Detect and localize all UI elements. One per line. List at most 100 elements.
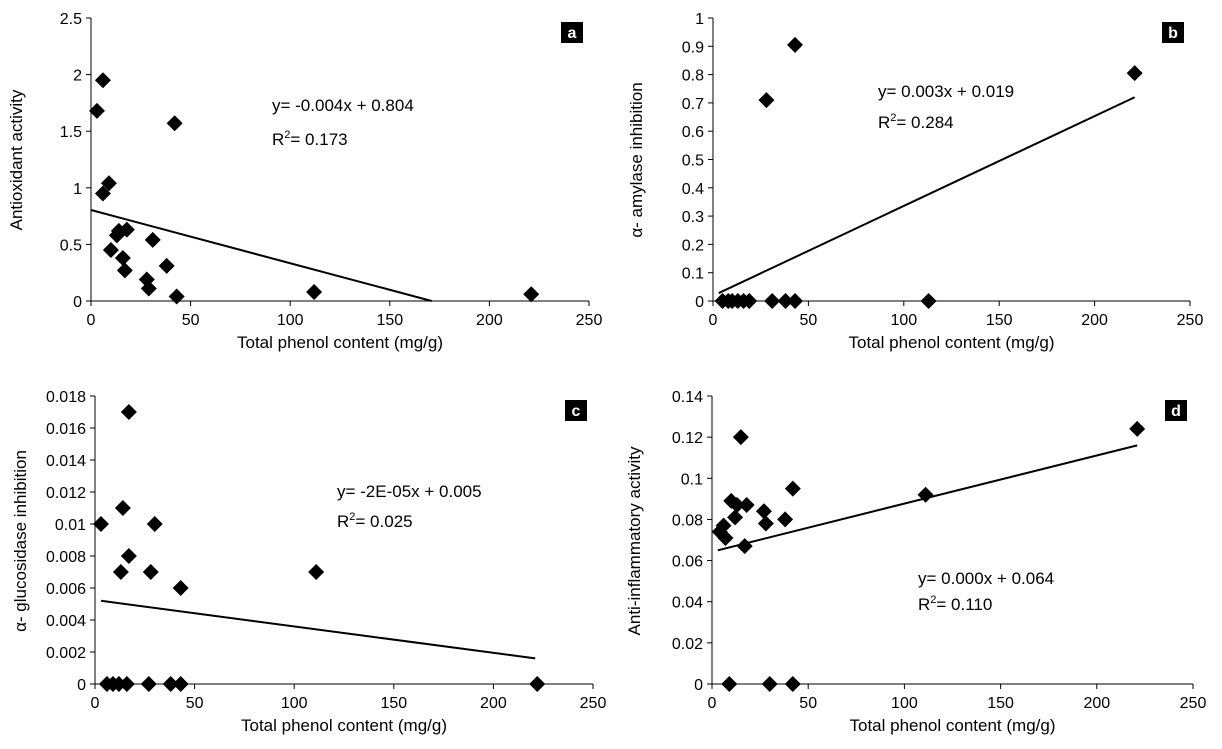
data-point — [100, 175, 117, 192]
y-tick-label: 0 — [77, 677, 86, 694]
y-tick-label: 0.7 — [682, 96, 704, 113]
x-tick-label: 150 — [376, 312, 403, 329]
chart-panel-c: 0 50 100 150 200 250 0 0.002 0.004 0.006 0.008 0.01… — [11, 389, 606, 735]
data-point — [764, 293, 781, 309]
panel-badge — [1165, 400, 1187, 421]
y-tick-label: 0.02 — [672, 636, 703, 653]
data-point — [741, 293, 758, 309]
y-tick-label: 0 — [73, 294, 82, 311]
y-tick-label: 0.002 — [46, 645, 86, 662]
data-point — [140, 280, 157, 297]
y-tick-label: 0.018 — [46, 389, 86, 406]
y-axis-title: α- amylase inhibition — [627, 82, 646, 237]
regression-equation: y= 0.000x + 0.064 — [918, 569, 1054, 588]
data-point — [715, 517, 732, 534]
panel-badge — [561, 22, 583, 43]
y-tick-label: 1 — [73, 181, 82, 198]
data-point — [717, 529, 734, 546]
x-tick-label: 0 — [709, 312, 718, 329]
y-tick-label: 1.5 — [60, 124, 82, 141]
y-tick-label: 0.12 — [672, 430, 703, 447]
x-axis-title: Total phenol content (mg/g) — [849, 716, 1055, 735]
data-point — [529, 676, 546, 692]
x-tick-label: 250 — [1180, 695, 1207, 712]
y-tick-label: 0.008 — [46, 549, 86, 566]
x-tick-label: 50 — [186, 695, 204, 712]
data-point — [140, 676, 157, 692]
y-tick-label: 0.4 — [682, 181, 704, 198]
data-point — [308, 564, 325, 580]
r-squared: R2= 0.284 — [878, 112, 954, 132]
data-point — [736, 538, 753, 555]
data-point — [116, 262, 133, 279]
y-tick-label: 0.8 — [682, 68, 704, 85]
x-tick-label: 100 — [891, 695, 918, 712]
y-tick-label: 2.5 — [60, 11, 82, 28]
y-tick-label: 0.5 — [682, 153, 704, 170]
data-point — [729, 497, 746, 514]
y-tick-label: 1 — [695, 11, 704, 28]
data-point — [732, 429, 749, 446]
data-point — [755, 503, 772, 520]
x-tick-label: 50 — [799, 695, 817, 712]
x-tick-label: 200 — [480, 695, 507, 712]
data-point — [757, 515, 774, 532]
x-tick-label: 150 — [986, 312, 1013, 329]
x-tick-label: 100 — [281, 695, 308, 712]
y-tick-label: 0.016 — [46, 421, 86, 438]
x-tick-label: 0 — [87, 312, 96, 329]
data-point — [146, 516, 163, 532]
panel-badge — [1162, 22, 1184, 43]
y-tick-label: 0.5 — [60, 237, 82, 254]
trendline — [90, 209, 432, 302]
data-point — [102, 242, 119, 259]
y-tick-label: 0 — [695, 294, 704, 311]
y-tick-label: 0.004 — [46, 613, 86, 630]
y-axis-title: Antioxidant activity — [7, 89, 26, 230]
data-point — [787, 293, 804, 309]
y-axis-title: α- glucosidase inhibition — [11, 450, 30, 632]
data-point — [142, 564, 159, 580]
y-tick-label: 0.6 — [682, 124, 704, 141]
data-point — [787, 36, 804, 53]
trendline — [100, 599, 536, 660]
y-tick-label: 0.9 — [682, 39, 704, 56]
data-point — [112, 564, 129, 580]
data-point — [777, 293, 794, 309]
regression-equation: y= 0.003x + 0.019 — [878, 82, 1014, 101]
trendline — [718, 96, 1136, 294]
y-tick-label: 0.012 — [46, 485, 86, 502]
data-point — [118, 676, 135, 692]
x-tick-label: 50 — [800, 312, 818, 329]
x-tick-label: 100 — [277, 312, 304, 329]
data-point — [761, 676, 778, 692]
data-point — [917, 486, 934, 503]
x-tick-label: 250 — [1177, 312, 1204, 329]
data-point — [92, 516, 109, 532]
data-point — [114, 249, 131, 266]
chart-panel-b: 0 50 100 150 200 250 0 0.1 0.2 0.3 0.4 0.5 0.6 0.7 0.8… — [627, 11, 1203, 352]
r-squared: R2= 0.173 — [272, 129, 348, 149]
x-tick-label: 0 — [91, 695, 100, 712]
data-point — [114, 500, 131, 516]
chart-panel-a: 0 50 100 150 200 250 0 0.5 1 1.5 2 2.5 Total phenol … — [7, 11, 602, 352]
x-axis-title: Total phenol content (mg/g) — [237, 333, 443, 352]
y-tick-label: 0 — [694, 677, 703, 694]
regression-equation: y= -2E-05x + 0.005 — [337, 482, 482, 501]
data-point — [727, 509, 744, 526]
data-point — [523, 286, 540, 303]
x-tick-label: 250 — [576, 312, 603, 329]
x-tick-label: 0 — [708, 695, 717, 712]
regression-equation: y= -0.004x + 0.804 — [272, 96, 414, 115]
data-point — [158, 257, 175, 274]
data-point — [1126, 65, 1143, 82]
x-axis-title: Total phenol content (mg/g) — [241, 716, 447, 735]
panel-label: d — [1171, 403, 1181, 420]
x-axis-title: Total phenol content (mg/g) — [848, 333, 1054, 352]
y-tick-label: 0.1 — [681, 471, 703, 488]
r-squared: R2= 0.110 — [918, 594, 992, 614]
y-tick-label: 0.006 — [46, 581, 86, 598]
panel-badge — [565, 400, 587, 421]
data-point — [168, 288, 185, 305]
panel-label: b — [1168, 25, 1178, 42]
